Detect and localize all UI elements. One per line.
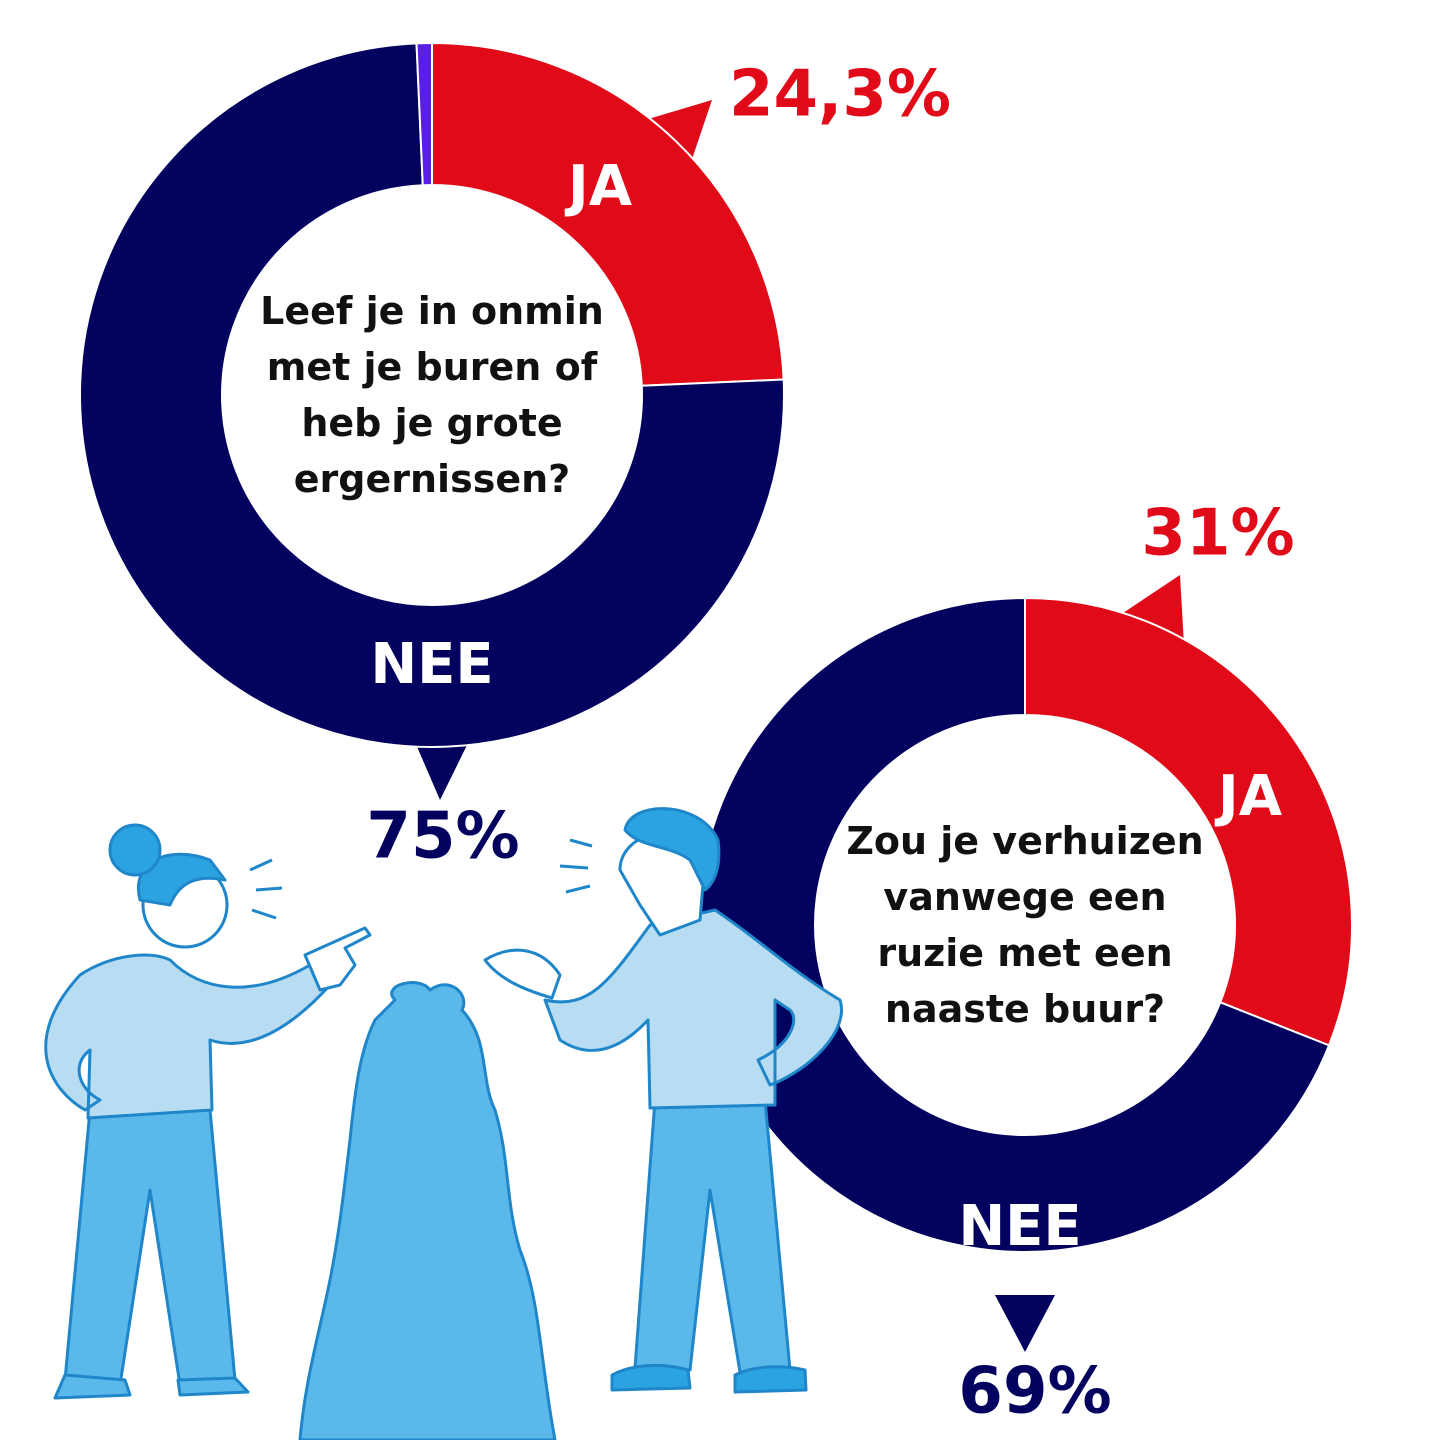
value-label: 69% [958, 1355, 1111, 1429]
shout-lines [559, 838, 593, 894]
woman-hand [303, 926, 372, 992]
pointer [412, 735, 472, 800]
woman-legs [63, 1108, 237, 1387]
man-legs [633, 1098, 792, 1374]
pointer [645, 100, 712, 165]
pointer [1120, 575, 1184, 645]
charts: JA NEE 24,3% 75% Leef je in onmin met je bur… [79, 41, 1353, 1429]
value-label: 31% [1141, 497, 1294, 571]
woman-shoes [53, 1373, 250, 1400]
man-hair [623, 807, 721, 892]
donut-slice [697, 596, 1331, 1253]
question-box: Zou je verhuizen vanwege een ruzie met e… [846, 819, 1204, 1031]
man [483, 807, 843, 1394]
slice-label: NEE [370, 632, 493, 697]
woman-bun [108, 823, 162, 877]
slice-label: JA [1214, 764, 1283, 829]
donut-slice [1024, 596, 1353, 1047]
value-label: 24,3% [729, 58, 951, 132]
illustration [44, 807, 843, 1440]
question-box: Leef je in onmin met je buren of heb je … [260, 289, 604, 501]
question: Zou je verhuizen vanwege een ruzie met e… [846, 819, 1204, 1031]
shout-lines [249, 858, 283, 920]
man-hand [483, 948, 562, 1000]
woman-body [44, 953, 332, 1120]
donut-slice [415, 41, 433, 187]
callout-pointers [412, 100, 1184, 1352]
pointer [995, 1295, 1055, 1352]
man-body [543, 908, 843, 1110]
donut-slice [79, 42, 786, 748]
woman [44, 823, 372, 1400]
bush [298, 981, 557, 1440]
slice-label: JA [564, 154, 633, 219]
man-shoes [610, 1364, 808, 1394]
value-label: 75% [366, 800, 519, 874]
donut-slice [431, 41, 785, 387]
question: Leef je in onmin met je buren of heb je … [260, 289, 604, 501]
slice-label: NEE [958, 1194, 1081, 1259]
